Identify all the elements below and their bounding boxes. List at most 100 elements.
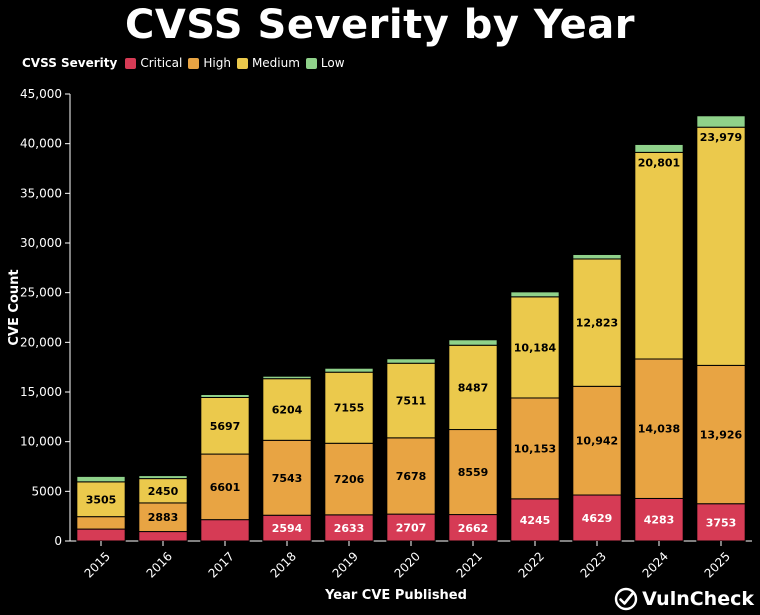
legend-item-medium: Medium <box>236 56 300 70</box>
x-tick-label: 2018 <box>268 549 299 580</box>
chart-title: CVSS Severity by Year <box>124 2 636 48</box>
bar-segment-high-2021 <box>448 429 498 516</box>
x-tick-label: 2016 <box>144 549 175 580</box>
x-tick-label: 2023 <box>578 549 609 580</box>
legend-label: Medium <box>251 56 300 70</box>
bar-segment-low-2016 <box>138 475 188 480</box>
brand-name: VulnCheck <box>642 588 754 610</box>
data-label-critical-2025: 3753 <box>706 516 737 529</box>
data-label-medium-2023: 12,823 <box>576 317 618 330</box>
data-label-critical-2019: 2633 <box>334 522 365 535</box>
y-axis-title: CVE Count <box>7 269 22 345</box>
y-tick-label: 35,000 <box>20 186 62 200</box>
bar-segment-medium-2018 <box>262 378 312 441</box>
vulncheck-check-logo-icon <box>614 587 638 611</box>
legend-items: Critical High Medium Low <box>125 56 350 70</box>
bar-segment-low-2025 <box>696 115 746 128</box>
y-tick-label: 20,000 <box>20 335 62 349</box>
legend-label: Critical <box>140 56 183 70</box>
data-label-high-2024: 14,038 <box>638 423 680 436</box>
legend-title: CVSS Severity <box>22 56 118 70</box>
legend-label: Low <box>320 56 345 70</box>
y-tick-label: 15,000 <box>20 385 62 399</box>
legend-item-low: Low <box>305 56 345 70</box>
bar-segment-medium-2022 <box>510 296 560 399</box>
data-label-medium-2021: 8487 <box>458 381 489 394</box>
bar-segment-low-2018 <box>262 375 312 380</box>
bar-segment-low-2020 <box>386 358 436 364</box>
legend: CVSS Severity Critical High Medium Low <box>22 56 351 70</box>
data-label-high-2023: 10,942 <box>576 435 618 448</box>
bar-segment-high-2025 <box>696 364 746 505</box>
data-label-medium-2017: 5697 <box>210 420 241 433</box>
bar-segment-high-2018 <box>262 439 312 516</box>
bar-segment-low-2023 <box>572 253 622 260</box>
bar-segment-low-2019 <box>324 367 374 373</box>
bar-segment-high-2015 <box>76 516 126 530</box>
data-label-critical-2020: 2707 <box>396 522 427 535</box>
x-tick-label: 2017 <box>206 549 237 580</box>
data-label-high-2018: 7543 <box>272 472 303 485</box>
data-label-medium-2020: 7511 <box>396 395 427 408</box>
data-label-medium-2022: 10,184 <box>514 341 557 354</box>
x-tick-label: 2019 <box>330 549 361 580</box>
data-label-high-2016: 2883 <box>148 511 179 524</box>
bar-segment-critical-2019 <box>324 514 374 542</box>
bar-segment-low-2017 <box>200 394 250 398</box>
bar-segment-medium-2024 <box>634 151 684 360</box>
x-tick-label: 2022 <box>516 549 547 580</box>
legend-swatch <box>125 57 137 69</box>
x-tick-label: 2021 <box>454 549 485 580</box>
data-label-high-2017: 6601 <box>210 481 241 494</box>
data-label-high-2021: 8559 <box>458 466 489 479</box>
data-label-medium-2024: 20,801 <box>638 156 680 169</box>
bar-segment-high-2017 <box>200 453 250 521</box>
data-label-high-2019: 7206 <box>334 473 365 486</box>
bar-segment-medium-2017 <box>200 396 250 455</box>
bar-segment-critical-2016 <box>138 531 188 542</box>
brand-logo: VulnCheck <box>614 587 754 611</box>
data-label-medium-2018: 6204 <box>272 403 303 416</box>
legend-item-high: High <box>188 56 231 70</box>
bar-segment-high-2019 <box>324 442 374 516</box>
data-label-high-2022: 10,153 <box>514 442 556 455</box>
data-label-critical-2023: 4629 <box>582 512 613 525</box>
x-tick-label: 2024 <box>640 549 671 580</box>
bar-segment-medium-2023 <box>572 258 622 387</box>
data-label-medium-2015: 3505 <box>86 493 117 506</box>
x-axis-title: Year CVE Published <box>324 588 467 603</box>
y-tick-label: 40,000 <box>20 137 62 151</box>
legend-swatch <box>188 57 200 69</box>
data-label-critical-2024: 4283 <box>644 514 675 527</box>
data-label-medium-2025: 23,979 <box>700 131 742 144</box>
bar-segment-medium-2015 <box>76 481 126 518</box>
data-label-critical-2018: 2594 <box>272 522 303 535</box>
x-tick-label: 2015 <box>82 549 113 580</box>
data-label-high-2025: 13,926 <box>700 429 743 442</box>
data-label-medium-2016: 2450 <box>148 485 179 498</box>
y-tick-label: 10,000 <box>20 435 62 449</box>
bar-segment-medium-2025 <box>696 126 746 366</box>
legend-label: High <box>203 56 231 70</box>
y-tick-label: 25,000 <box>20 286 62 300</box>
data-label-critical-2022: 4245 <box>520 514 551 527</box>
x-tick-label: 2020 <box>392 549 423 580</box>
bar-segment-high-2023 <box>572 385 622 496</box>
y-tick-label: 30,000 <box>20 236 62 250</box>
bar-segment-low-2021 <box>448 339 498 346</box>
y-tick-label: 5000 <box>31 484 62 498</box>
y-tick-label: 0 <box>54 534 62 548</box>
bar-segment-low-2022 <box>510 291 560 298</box>
bar-segment-high-2020 <box>386 437 436 515</box>
legend-item-critical: Critical <box>125 56 182 70</box>
data-label-critical-2021: 2662 <box>458 522 489 535</box>
bar-segment-critical-2017 <box>200 519 250 542</box>
bar-segment-low-2015 <box>76 475 126 483</box>
bar-segment-medium-2019 <box>324 371 374 444</box>
bar-segment-high-2016 <box>138 502 188 533</box>
y-tick-label: 45,000 <box>20 87 62 101</box>
bar-segment-critical-2020 <box>386 513 436 542</box>
data-label-high-2020: 7678 <box>396 470 427 483</box>
bar-segment-medium-2016 <box>138 478 188 504</box>
